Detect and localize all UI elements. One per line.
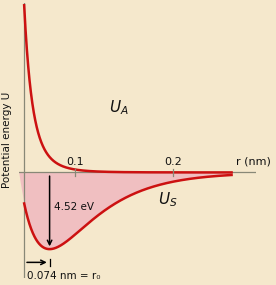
Text: r (nm): r (nm) [237, 156, 271, 166]
Text: 0.1: 0.1 [66, 156, 84, 166]
Text: 4.52 eV: 4.52 eV [54, 202, 94, 212]
Text: $U_S$: $U_S$ [158, 190, 178, 209]
Text: 0.2: 0.2 [164, 156, 182, 166]
Text: $U_A$: $U_A$ [109, 99, 129, 117]
Text: 0.074 nm = r₀: 0.074 nm = r₀ [27, 271, 100, 281]
Text: Potential energy U: Potential energy U [2, 92, 12, 188]
